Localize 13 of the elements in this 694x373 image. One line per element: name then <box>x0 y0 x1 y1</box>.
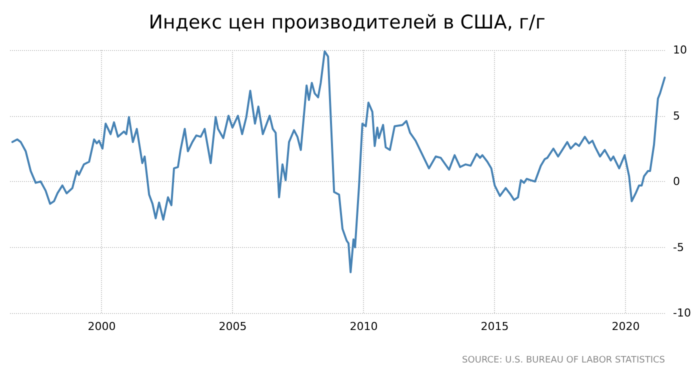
x-tick-label: 2020 <box>612 320 640 333</box>
y-tick-label: -10 <box>673 306 691 320</box>
source-note: SOURCE: U.S. BUREAU OF LABOR STATISTICS <box>462 356 666 366</box>
x-tick-label: 2015 <box>480 320 509 333</box>
chart-title: Индекс цен производителей в США, г/г <box>148 12 546 34</box>
line-series <box>11 50 666 274</box>
y-tick-label: -5 <box>673 240 684 254</box>
y-tick-label: 0 <box>673 175 680 188</box>
y-tick-label: 5 <box>673 109 680 122</box>
x-tick-label: 2000 <box>88 320 116 333</box>
y-tick-label: 10 <box>673 44 687 56</box>
x-tick-label: 2005 <box>218 320 247 333</box>
x-tick-label: 2010 <box>350 320 378 333</box>
